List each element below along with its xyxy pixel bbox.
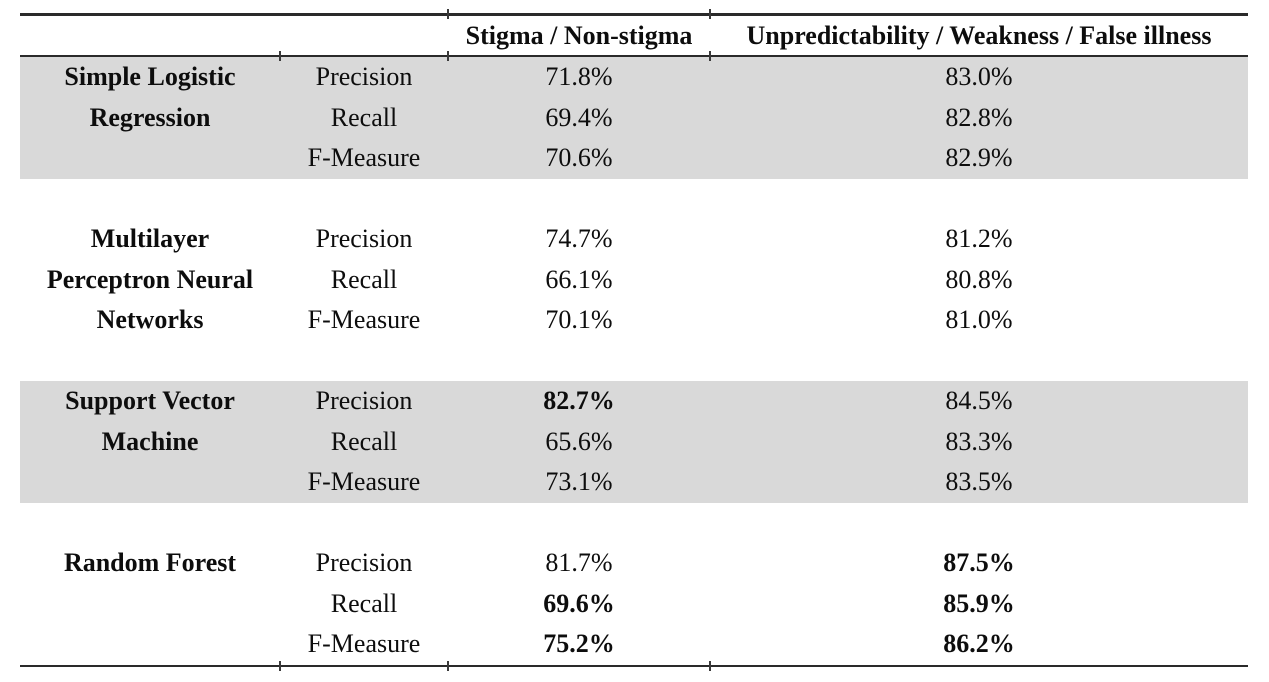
model-name-line: Simple Logistic bbox=[64, 62, 236, 92]
metric-label: Precision bbox=[315, 224, 413, 254]
value-stigma: 71.8% bbox=[545, 62, 613, 92]
table-row: Multilayer Precision 74.7% 81.2% bbox=[20, 219, 1248, 260]
value-unpredictability: 87.5% bbox=[943, 548, 1015, 578]
metric-label: Precision bbox=[315, 548, 413, 578]
value-unpredictability: 82.8% bbox=[945, 102, 1013, 132]
header-model-column-blank bbox=[20, 16, 280, 55]
value-stigma: 75.2% bbox=[543, 629, 615, 659]
group-spacer bbox=[20, 340, 1248, 381]
table-row: Perceptron Neural Recall 66.1% 80.8% bbox=[20, 260, 1248, 301]
metric-label: Recall bbox=[330, 264, 398, 294]
value-stigma: 70.1% bbox=[545, 305, 613, 335]
value-stigma: 65.6% bbox=[545, 426, 613, 456]
header-metric-column-blank bbox=[280, 16, 448, 55]
value-stigma: 81.7% bbox=[545, 548, 613, 578]
value-stigma: 66.1% bbox=[545, 264, 613, 294]
model-name-line: Networks bbox=[96, 305, 204, 335]
value-stigma: 70.6% bbox=[545, 143, 613, 173]
table-row: F-Measure 70.6% 82.9% bbox=[20, 138, 1248, 179]
group-spacer bbox=[20, 502, 1248, 543]
column-divider-tick bbox=[279, 51, 281, 61]
metric-label: Recall bbox=[330, 588, 398, 618]
model-name-line: Multilayer bbox=[90, 224, 210, 254]
value-unpredictability: 83.0% bbox=[945, 62, 1013, 92]
column-divider-tick bbox=[709, 51, 711, 61]
table-row: Machine Recall 65.6% 83.3% bbox=[20, 421, 1248, 462]
value-stigma: 69.4% bbox=[545, 102, 613, 132]
value-unpredictability: 83.5% bbox=[945, 467, 1013, 497]
column-divider-tick bbox=[709, 661, 711, 671]
group-spacer bbox=[20, 178, 1248, 219]
model-name-line: Regression bbox=[89, 102, 211, 132]
metric-label: F-Measure bbox=[307, 143, 421, 173]
value-unpredictability: 85.9% bbox=[943, 588, 1015, 618]
model-name-line bbox=[20, 462, 280, 503]
value-unpredictability: 81.0% bbox=[945, 305, 1013, 335]
metric-label: F-Measure bbox=[307, 467, 421, 497]
model-name-line bbox=[20, 584, 280, 625]
value-unpredictability: 84.5% bbox=[945, 386, 1013, 416]
metric-label: Precision bbox=[315, 62, 413, 92]
value-unpredictability: 82.9% bbox=[945, 143, 1013, 173]
model-name-line: Perceptron Neural bbox=[46, 264, 254, 294]
model-name-line bbox=[20, 138, 280, 179]
column-divider-tick bbox=[447, 9, 449, 19]
header-stigma-column: Stigma / Non-stigma bbox=[465, 20, 693, 50]
model-group-random-forest: Random Forest Precision 81.7% 87.5% Reca… bbox=[20, 543, 1248, 665]
table-row: Networks F-Measure 70.1% 81.0% bbox=[20, 300, 1248, 341]
column-divider-tick bbox=[709, 9, 711, 19]
table-row: Random Forest Precision 81.7% 87.5% bbox=[20, 543, 1248, 584]
column-divider-tick bbox=[279, 661, 281, 671]
value-stigma: 73.1% bbox=[545, 467, 613, 497]
metric-label: Recall bbox=[330, 426, 398, 456]
table-row: F-Measure 73.1% 83.5% bbox=[20, 462, 1248, 503]
value-stigma: 82.7% bbox=[543, 386, 615, 416]
classifier-results-table: Stigma / Non-stigma Unpredictability / W… bbox=[20, 13, 1248, 667]
table-body: Simple Logistic Precision 71.8% 83.0% Re… bbox=[20, 57, 1248, 667]
model-group-multilayer-perceptron: Multilayer Precision 74.7% 81.2% Percept… bbox=[20, 219, 1248, 341]
model-group-simple-logistic-regression: Simple Logistic Precision 71.8% 83.0% Re… bbox=[20, 57, 1248, 179]
table-row: Simple Logistic Precision 71.8% 83.0% bbox=[20, 57, 1248, 98]
value-unpredictability: 81.2% bbox=[945, 224, 1013, 254]
metric-label: Precision bbox=[315, 386, 413, 416]
value-unpredictability: 83.3% bbox=[945, 426, 1013, 456]
value-unpredictability: 86.2% bbox=[943, 629, 1015, 659]
model-name-line: Support Vector bbox=[65, 386, 235, 416]
model-group-support-vector-machine: Support Vector Precision 82.7% 84.5% Mac… bbox=[20, 381, 1248, 503]
value-unpredictability: 80.8% bbox=[945, 264, 1013, 294]
model-name-line: Random Forest bbox=[63, 548, 237, 578]
value-stigma: 69.6% bbox=[543, 588, 615, 618]
column-divider-tick bbox=[447, 661, 449, 671]
value-stigma: 74.7% bbox=[545, 224, 613, 254]
table-row: Support Vector Precision 82.7% 84.5% bbox=[20, 381, 1248, 422]
column-divider-tick bbox=[447, 51, 449, 61]
model-name-line: Machine bbox=[101, 426, 199, 456]
metric-label: F-Measure bbox=[307, 305, 421, 335]
metric-label: Recall bbox=[330, 102, 398, 132]
metric-label: F-Measure bbox=[307, 629, 421, 659]
table-row: F-Measure 75.2% 86.2% bbox=[20, 624, 1248, 665]
table-row: Regression Recall 69.4% 82.8% bbox=[20, 97, 1248, 138]
table-header-row: Stigma / Non-stigma Unpredictability / W… bbox=[20, 16, 1248, 57]
model-name-line bbox=[20, 624, 280, 665]
table-row: Recall 69.6% 85.9% bbox=[20, 584, 1248, 625]
header-unpredictability-column: Unpredictability / Weakness / False illn… bbox=[746, 20, 1212, 50]
